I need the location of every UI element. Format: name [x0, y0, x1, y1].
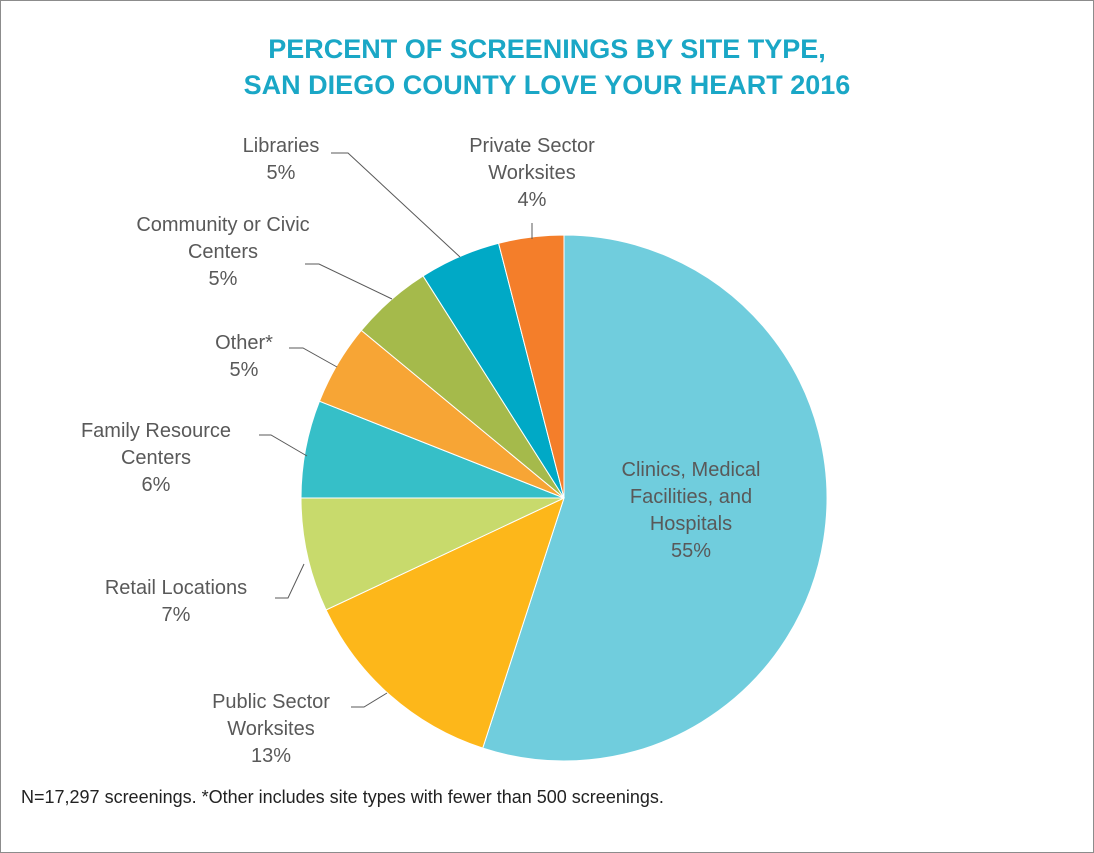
leader-line: [259, 434, 308, 457]
slice-label: Public Sector Worksites 13%: [181, 689, 361, 770]
leader-line: [289, 347, 338, 368]
value-label: 6%: [141, 474, 171, 496]
value-label: 13%: [250, 745, 292, 767]
pie-slice: [300, 497, 565, 611]
category-label: Retail Locations: [104, 577, 248, 599]
slice-label: Libraries 5%: [221, 133, 341, 187]
value-label: 55%: [670, 540, 712, 562]
category-label: Libraries: [242, 135, 320, 157]
category-label: Other*: [215, 332, 273, 354]
slice-label: Clinics, Medical Facilities, and Hospita…: [591, 457, 791, 565]
slice-label: Community or Civic Centers 5%: [136, 212, 311, 293]
chart-title: PERCENT OF SCREENINGS BY SITE TYPE, SAN …: [243, 34, 851, 100]
value-label: 4%: [517, 189, 547, 211]
category-label: Family Resource Centers: [80, 420, 232, 469]
value-label: 5%: [229, 359, 259, 381]
slice-label: Other* 5%: [184, 330, 304, 384]
value-label: 7%: [161, 604, 191, 626]
value-label: 5%: [208, 268, 238, 290]
slice-label: Retail Locations 7%: [71, 575, 281, 629]
footnote: N=17,297 screenings. *Other includes sit…: [21, 787, 664, 807]
pie-slice: [497, 234, 565, 499]
category-label: Clinics, Medical Facilities, and Hospita…: [621, 459, 761, 535]
slice-label: Family Resource Centers 6%: [49, 418, 264, 499]
leader-line: [331, 152, 461, 258]
category-label: Community or Civic Centers: [136, 214, 310, 263]
value-label: 5%: [266, 162, 296, 184]
slice-label: Private Sector Worksites 4%: [432, 133, 632, 214]
category-label: Public Sector Worksites: [212, 691, 330, 740]
category-label: Private Sector Worksites: [469, 135, 595, 184]
pie-slice: [482, 234, 828, 762]
pie-slice: [325, 497, 565, 749]
leader-line: [351, 692, 388, 708]
leader-line: [305, 263, 393, 300]
leader-line: [275, 563, 305, 599]
